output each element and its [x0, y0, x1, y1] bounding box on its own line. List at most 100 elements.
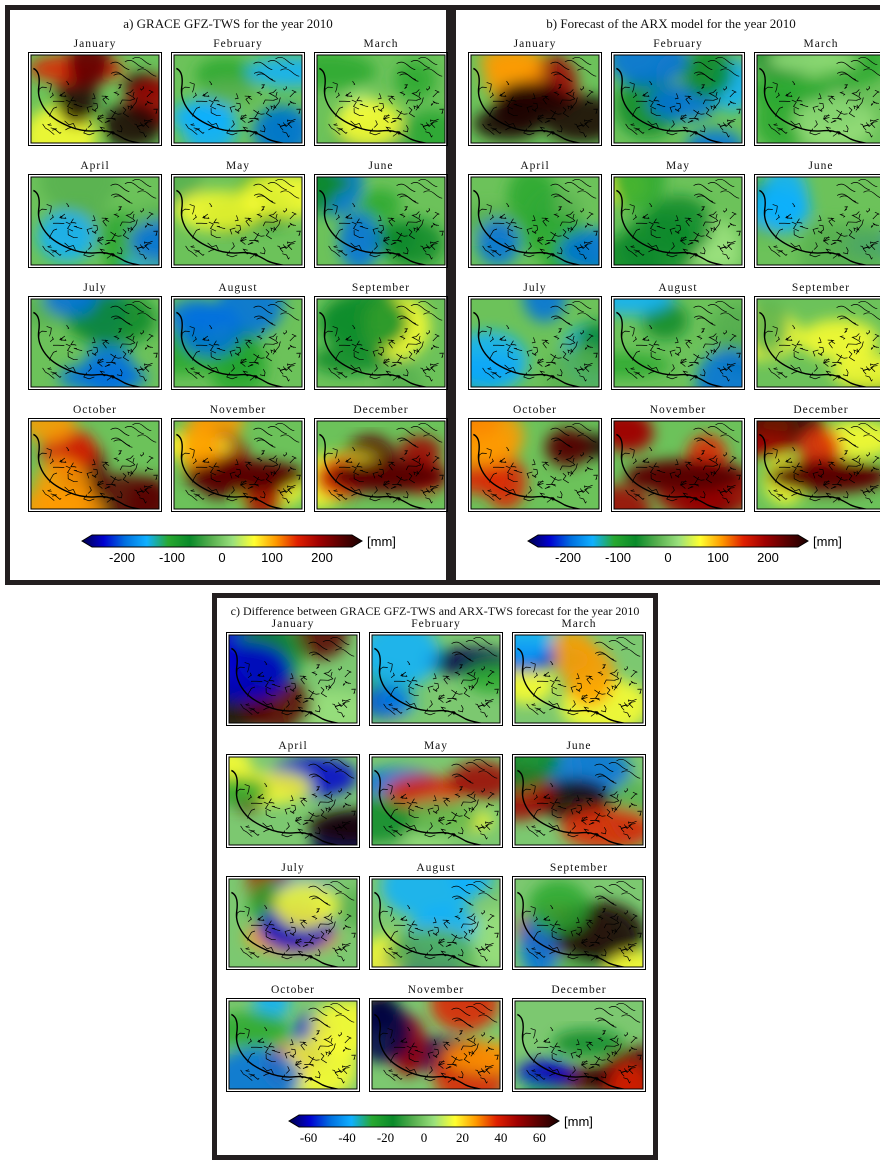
map-may — [611, 174, 745, 268]
map-february — [171, 52, 305, 146]
colorbar-tick-label: -100 — [159, 550, 185, 565]
month-label-february: February — [411, 618, 461, 630]
map-april — [28, 174, 162, 268]
map-september — [512, 876, 646, 970]
map-december — [754, 418, 880, 512]
colorbar-tick-label: 200 — [757, 550, 779, 565]
map-september — [754, 296, 880, 390]
month-label-october: October — [270, 984, 316, 996]
colorbar: -200 -100 0 100 200 [mm] — [81, 534, 422, 569]
month-label-may: May — [423, 740, 449, 752]
colorbar-gradient — [288, 1114, 560, 1128]
map-october — [468, 418, 602, 512]
month-label-february: February — [653, 38, 703, 50]
colorbar-tick-label: 60 — [533, 1130, 546, 1145]
month-label-march: March — [561, 618, 597, 630]
month-label-january: January — [271, 618, 315, 630]
map-november — [171, 418, 305, 512]
month-label-march: March — [803, 38, 839, 50]
colorbar-tick-label: -200 — [555, 550, 581, 565]
month-label-december: December — [793, 404, 849, 416]
colorbar: -200 -100 0 100 200 [mm] — [527, 534, 868, 569]
map-july — [28, 296, 162, 390]
colorbar: -60 -40 -20 0 20 40 60 [mm] — [288, 1114, 619, 1149]
month-label-september: September — [549, 862, 609, 874]
map-march — [314, 52, 448, 146]
month-label-december: December — [551, 984, 607, 996]
map-february — [369, 632, 503, 726]
colorbar-gradient — [527, 534, 809, 548]
month-label-october: October — [72, 404, 118, 416]
map-june — [314, 174, 448, 268]
map-august — [171, 296, 305, 390]
map-january — [468, 52, 602, 146]
map-december — [512, 998, 646, 1092]
map-july — [226, 876, 360, 970]
month-label-january: January — [513, 38, 557, 50]
month-label-april: April — [278, 740, 308, 752]
colorbar-tick-label: 0 — [218, 550, 225, 565]
map-november — [611, 418, 745, 512]
map-august — [611, 296, 745, 390]
colorbar-tick-label: -200 — [109, 550, 135, 565]
month-label-august: August — [416, 862, 456, 874]
map-june — [512, 754, 646, 848]
map-january — [28, 52, 162, 146]
panel-title: b) Forecast of the ARX model for the yea… — [546, 16, 796, 31]
map-june — [754, 174, 880, 268]
month-label-november: November — [407, 984, 465, 996]
map-february — [611, 52, 745, 146]
month-label-july: July — [523, 282, 547, 294]
month-label-december: December — [353, 404, 409, 416]
month-label-february: February — [213, 38, 263, 50]
colorbar-tick-label: 100 — [707, 550, 729, 565]
map-december — [314, 418, 448, 512]
colorbar-tick-label: -20 — [377, 1130, 394, 1145]
colorbar-tick-label: 0 — [421, 1130, 428, 1145]
colorbar-tick-label: 40 — [494, 1130, 507, 1145]
month-label-september: September — [351, 282, 411, 294]
panel-difference: c) Difference between GRACE GFZ-TWS and … — [212, 593, 658, 1160]
colorbar-unit-label: [mm] — [367, 534, 396, 549]
month-label-november: November — [209, 404, 267, 416]
map-april — [468, 174, 602, 268]
month-label-july: July — [281, 862, 305, 874]
month-label-september: September — [791, 282, 851, 294]
map-september — [314, 296, 448, 390]
month-label-july: July — [83, 282, 107, 294]
colorbar-unit-label: [mm] — [813, 534, 842, 549]
month-label-april: April — [520, 160, 550, 172]
month-label-june: June — [808, 160, 834, 172]
colorbar-unit-label: [mm] — [564, 1114, 593, 1129]
month-label-october: October — [512, 404, 558, 416]
month-label-may: May — [665, 160, 691, 172]
month-label-june: June — [566, 740, 592, 752]
map-july — [468, 296, 602, 390]
colorbar-tick-label: -60 — [300, 1130, 317, 1145]
colorbar-tick-label: 200 — [311, 550, 333, 565]
map-october — [28, 418, 162, 512]
map-january — [226, 632, 360, 726]
month-label-january: January — [73, 38, 117, 50]
colorbar-tick-label: 20 — [456, 1130, 469, 1145]
map-march — [754, 52, 880, 146]
map-march — [512, 632, 646, 726]
colorbar-gradient — [81, 534, 363, 548]
month-label-march: March — [363, 38, 399, 50]
panel-arx-forecast: b) Forecast of the ARX model for the yea… — [451, 5, 880, 585]
month-label-april: April — [80, 160, 110, 172]
map-november — [369, 998, 503, 1092]
month-label-may: May — [225, 160, 251, 172]
colorbar-tick-label: 100 — [261, 550, 283, 565]
map-may — [171, 174, 305, 268]
map-october — [226, 998, 360, 1092]
colorbar-tick-label: 0 — [664, 550, 671, 565]
month-label-june: June — [368, 160, 394, 172]
panel-grace-tws: a) GRACE GFZ-TWS for the year 2010 Janua… — [5, 5, 451, 585]
panel-title: a) GRACE GFZ-TWS for the year 2010 — [123, 16, 333, 31]
month-label-november: November — [649, 404, 707, 416]
month-label-august: August — [658, 282, 698, 294]
colorbar-tick-label: -100 — [605, 550, 631, 565]
map-august — [369, 876, 503, 970]
map-april — [226, 754, 360, 848]
